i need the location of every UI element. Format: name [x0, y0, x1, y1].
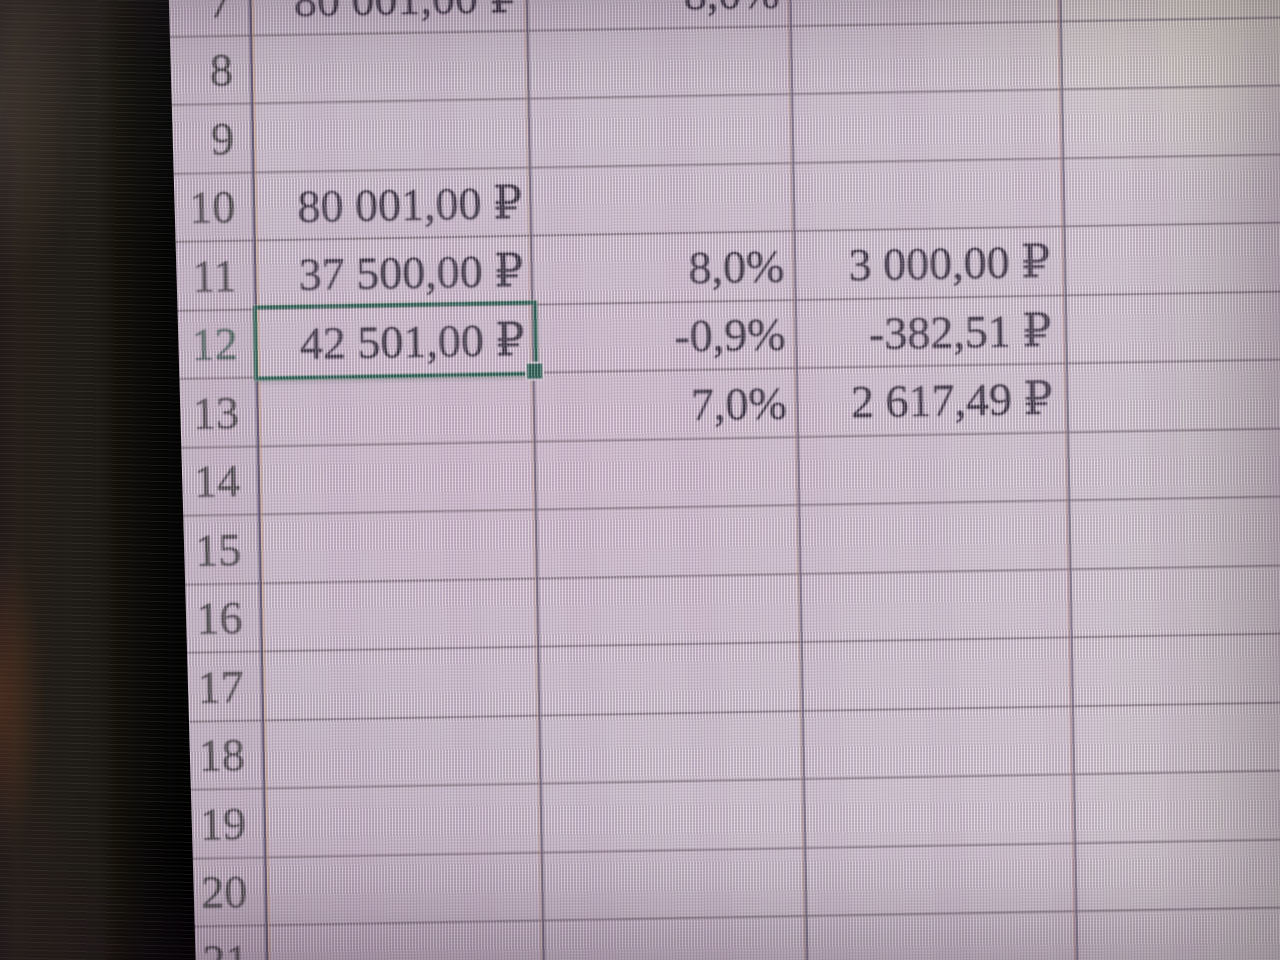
cell-d8[interactable] [792, 21, 1064, 96]
cell-c21[interactable] [544, 916, 809, 960]
cell-c13[interactable]: 7,0% [535, 369, 800, 443]
cell-d10[interactable] [794, 158, 1066, 233]
cell-b19[interactable] [265, 784, 544, 858]
row-header-8[interactable]: 8 [158, 35, 254, 107]
cell-b17[interactable] [263, 647, 542, 721]
cell-d15[interactable] [800, 501, 1072, 575]
cell-b21[interactable] [267, 921, 546, 960]
cell-e11[interactable] [1065, 221, 1280, 296]
selection-box[interactable] [252, 300, 545, 381]
cell-b18[interactable] [264, 716, 543, 790]
cell-d12[interactable]: -382,51 ₽ [796, 295, 1069, 370]
cell-e20[interactable] [1076, 837, 1280, 913]
cell-b7[interactable]: 80 001,00 ₽ [251, 0, 530, 36]
cell-d13[interactable]: 2 617,49 ₽ [798, 364, 1070, 438]
row-header-9[interactable]: 9 [159, 104, 255, 175]
cell-b16[interactable] [261, 579, 540, 653]
cell-d20[interactable] [806, 843, 1078, 917]
cell-c18[interactable] [541, 711, 806, 785]
cell-c14[interactable] [536, 437, 801, 511]
cell-d9[interactable] [793, 90, 1065, 164]
cell-b15[interactable] [260, 510, 539, 584]
cell-c8[interactable] [529, 26, 794, 100]
cell-e13[interactable] [1068, 358, 1280, 433]
cell-d19[interactable] [805, 775, 1077, 849]
fill-handle[interactable] [524, 361, 545, 381]
cell-c10[interactable] [531, 163, 796, 237]
cell-e15[interactable] [1070, 495, 1280, 570]
cell-e18[interactable] [1074, 700, 1280, 776]
cell-e12[interactable] [1066, 289, 1280, 365]
cell-b11[interactable]: 37 500,00 ₽ [255, 236, 535, 310]
cell-b9[interactable] [253, 99, 532, 173]
cell-d21[interactable] [807, 912, 1079, 960]
cell-b20[interactable] [266, 853, 545, 927]
monitor-bezel [0, 0, 196, 960]
cell-c20[interactable] [543, 848, 808, 922]
cell-e10[interactable] [1064, 152, 1280, 228]
cell-e19[interactable] [1075, 769, 1280, 844]
spreadsheet-grid[interactable]: 7 80 001,00 ₽ 8,0% 8 9 10 [157, 0, 1280, 960]
cell-b10[interactable]: 80 001,00 ₽ [254, 168, 533, 242]
cell-b13[interactable] [258, 373, 537, 447]
cell-d17[interactable] [802, 638, 1075, 712]
spreadsheet-screen: 7 80 001,00 ₽ 8,0% 8 9 10 [130, 0, 1280, 960]
cell-c12[interactable]: -0,9% [534, 300, 799, 374]
cell-c19[interactable] [542, 779, 807, 854]
cell-d11[interactable]: 3 000,00 ₽ [795, 227, 1067, 301]
row-header-7[interactable]: 7 [157, 0, 253, 38]
cell-e9[interactable] [1063, 84, 1280, 159]
cell-c15[interactable] [537, 505, 802, 580]
cell-d16[interactable] [801, 569, 1073, 643]
cell-c16[interactable] [538, 574, 803, 648]
cell-e14[interactable] [1069, 426, 1280, 502]
cell-d18[interactable] [804, 706, 1076, 780]
cell-e17[interactable] [1072, 632, 1280, 707]
cell-b14[interactable] [259, 442, 538, 516]
cell-d14[interactable] [799, 432, 1071, 506]
cell-c11[interactable]: 8,0% [532, 232, 797, 306]
cell-c9[interactable] [530, 95, 795, 169]
cell-e16[interactable] [1071, 563, 1280, 639]
cell-c17[interactable] [539, 642, 805, 717]
cell-b8[interactable] [252, 31, 531, 105]
cell-e8[interactable] [1062, 15, 1280, 91]
cell-e21[interactable] [1077, 906, 1280, 960]
